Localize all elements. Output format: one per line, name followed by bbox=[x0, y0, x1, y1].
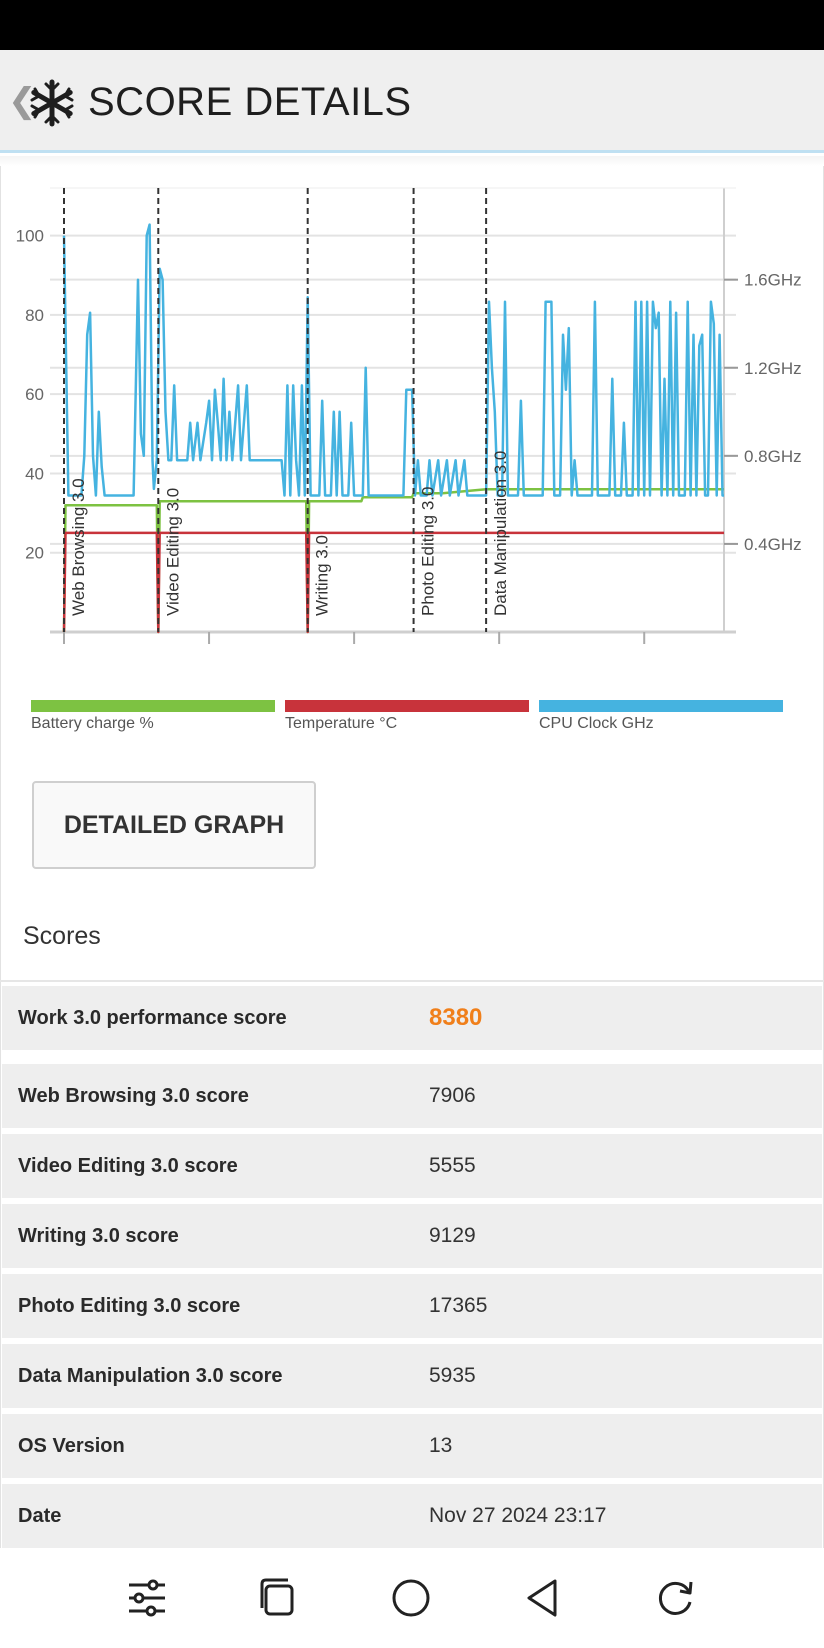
score-row-os-version: OS Version 13 bbox=[2, 1414, 822, 1478]
score-row-work: Work 3.0 performance score 8380 bbox=[2, 986, 822, 1050]
score-label: Date bbox=[18, 1505, 62, 1527]
score-value: 7906 bbox=[429, 1084, 476, 1107]
legend-item-cpu: CPU Clock GHz bbox=[539, 700, 783, 733]
card-shadow bbox=[0, 156, 824, 166]
score-row-data-manipulation: Data Manipulation 3.0 score 5935 bbox=[2, 1344, 822, 1408]
score-label: OS Version bbox=[18, 1435, 125, 1457]
legend-label-battery: Battery charge % bbox=[31, 715, 154, 732]
legend-label-cpu: CPU Clock GHz bbox=[539, 715, 654, 732]
app-bar: ❮ SCORE DETAILS bbox=[0, 50, 824, 153]
snowflake-icon bbox=[30, 79, 74, 127]
score-row-web-browsing: Web Browsing 3.0 score 7906 bbox=[2, 1064, 822, 1128]
y-right-tick-label: 0.4GHz bbox=[744, 535, 802, 554]
score-label: Work 3.0 performance score bbox=[18, 1007, 287, 1029]
y-left-tick-label: 80 bbox=[25, 306, 44, 325]
score-value: 13 bbox=[429, 1434, 453, 1457]
legend-swatch-cpu bbox=[539, 700, 783, 712]
divider bbox=[0, 980, 824, 982]
phase-marker-label: Photo Editing 3.0 bbox=[419, 487, 438, 616]
performance-chart: 204060801000.4GHz0.8GHz1.2GHz1.6GHz00:00… bbox=[16, 187, 802, 644]
home-icon[interactable] bbox=[389, 1576, 433, 1620]
rotate-icon[interactable] bbox=[653, 1576, 697, 1620]
status-bar bbox=[0, 0, 824, 50]
legend-swatch-temperature bbox=[285, 700, 529, 712]
score-label: Photo Editing 3.0 score bbox=[18, 1295, 241, 1317]
score-label: Writing 3.0 score bbox=[18, 1225, 179, 1247]
back-icon[interactable] bbox=[521, 1576, 565, 1620]
phase-marker-label: Web Browsing 3.0 bbox=[69, 478, 88, 616]
y-right-tick-label: 1.6GHz bbox=[744, 271, 802, 290]
y-right-tick-label: 0.8GHz bbox=[744, 447, 802, 466]
y-left-tick-label: 40 bbox=[25, 464, 44, 483]
score-row-writing: Writing 3.0 score 9129 bbox=[2, 1204, 822, 1268]
y-left-tick-label: 20 bbox=[25, 544, 44, 563]
legend-swatch-battery bbox=[31, 700, 275, 712]
recent-apps-icon[interactable] bbox=[257, 1576, 301, 1620]
detailed-graph-button[interactable]: DETAILED GRAPH bbox=[32, 781, 316, 869]
score-label: Video Editing 3.0 score bbox=[18, 1155, 238, 1177]
phase-marker-label: Data Manipulation 3.0 bbox=[491, 451, 510, 616]
phase-marker-label: Video Editing 3.0 bbox=[163, 488, 182, 616]
phase-marker-label: Writing 3.0 bbox=[313, 535, 332, 616]
score-value: 8380 bbox=[429, 1004, 483, 1031]
page-title: SCORE DETAILS bbox=[88, 80, 412, 124]
score-label: Data Manipulation 3.0 score bbox=[18, 1365, 283, 1387]
y-left-tick-label: 60 bbox=[25, 385, 44, 404]
legend-item-battery: Battery charge % bbox=[31, 700, 275, 733]
score-value: 9129 bbox=[429, 1224, 476, 1247]
score-row-photo-editing: Photo Editing 3.0 score 17365 bbox=[2, 1274, 822, 1338]
series-cpu-line bbox=[62, 223, 724, 497]
score-label: Web Browsing 3.0 score bbox=[18, 1085, 249, 1107]
series-temperature-line bbox=[62, 531, 724, 634]
legend-label-temperature: Temperature °C bbox=[285, 715, 398, 732]
score-value: Nov 27 2024 23:17 bbox=[429, 1504, 607, 1527]
score-row-video-editing: Video Editing 3.0 score 5555 bbox=[2, 1134, 822, 1198]
y-left-tick-label: 100 bbox=[16, 227, 44, 246]
legend-item-temperature: Temperature °C bbox=[285, 700, 529, 733]
score-value: 17365 bbox=[429, 1294, 488, 1317]
y-right-tick-label: 1.2GHz bbox=[744, 359, 802, 378]
score-value: 5555 bbox=[429, 1154, 476, 1177]
sliders-icon[interactable] bbox=[125, 1576, 169, 1620]
score-row-date: Date Nov 27 2024 23:17 bbox=[2, 1484, 822, 1548]
scores-heading: Scores bbox=[23, 922, 101, 950]
score-value: 5935 bbox=[429, 1364, 476, 1387]
navigation-bar bbox=[0, 1548, 824, 1648]
